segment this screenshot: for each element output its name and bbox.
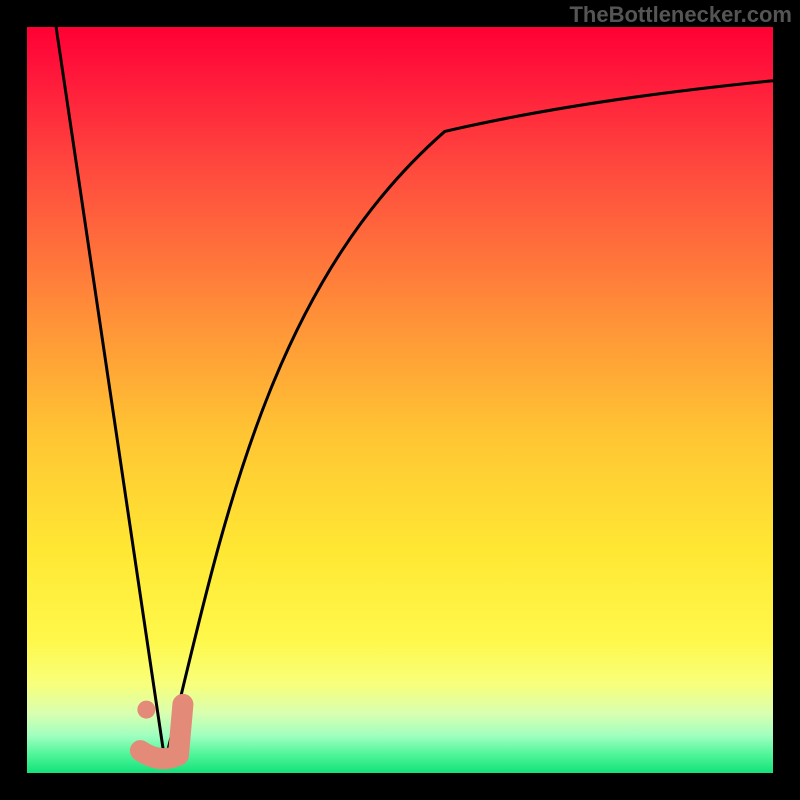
plot-area — [27, 27, 773, 773]
watermark-text: TheBottlenecker.com — [569, 2, 792, 28]
chart-frame: TheBottlenecker.com — [0, 0, 800, 800]
gradient-background — [27, 27, 773, 773]
j-mark-dot — [137, 701, 155, 719]
plot-svg — [27, 27, 773, 773]
